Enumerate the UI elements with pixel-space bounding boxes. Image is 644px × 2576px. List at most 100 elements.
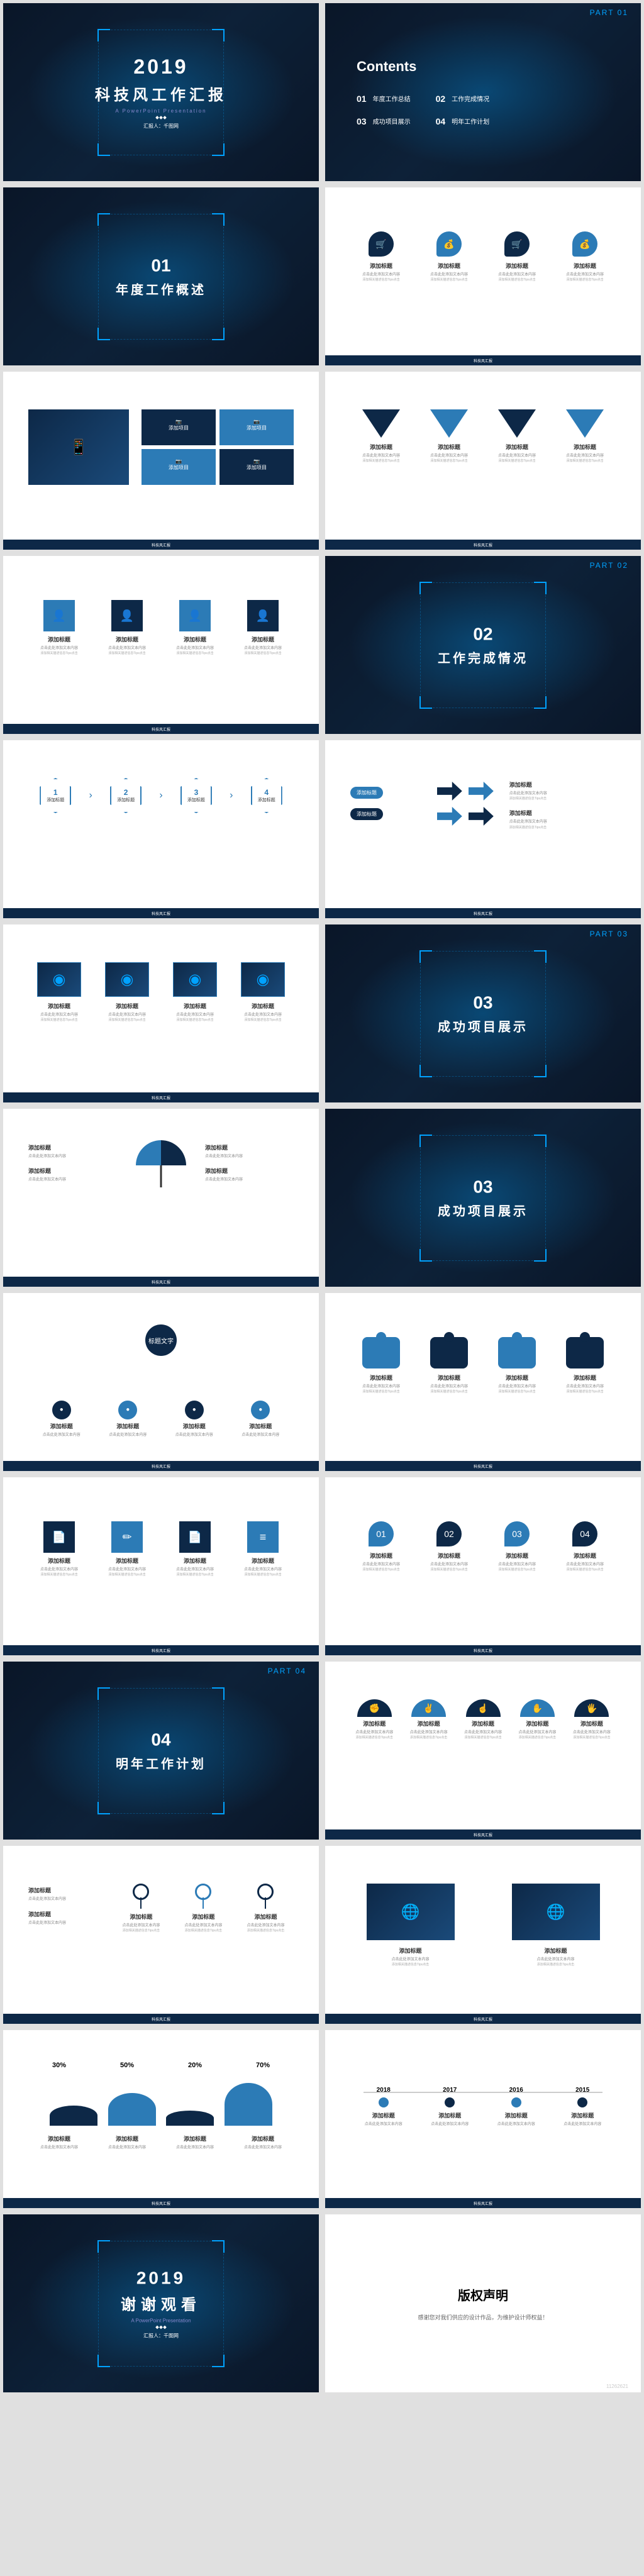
tile: 📷添加项目: [219, 409, 294, 445]
copyright-title: 版权声明: [458, 2285, 508, 2304]
section-divider: PART 04 04 明年工作计划: [3, 1662, 319, 1840]
footer: 科技风汇报: [325, 1645, 641, 1655]
cover-year: 2019: [95, 55, 227, 79]
content-item: 👤添加标题点击此处添加文本内容添加相关描述信息Tips点击: [164, 600, 226, 655]
content-item: 添加标题点击此处添加文本内容添加相关描述信息Tips点击: [350, 1337, 412, 1394]
pct-label: 50%: [96, 2062, 158, 2069]
tile: 📷添加项目: [219, 449, 294, 485]
content-item: 📄添加标题点击此处添加文本内容添加相关描述信息Tips点击: [164, 1521, 226, 1577]
arrow-icon: ›: [89, 790, 92, 801]
number-bubble: 04: [572, 1521, 597, 1546]
hex-item: 3添加标题: [169, 778, 224, 813]
content-item: 添加标题点击此处添加文本内容添加相关描述信息Tips点击: [350, 409, 412, 463]
tile: 📷添加项目: [142, 449, 216, 485]
arrow-icon: [469, 782, 494, 801]
content-item: 添加标题点击此处添加文本内容添加相关描述信息Tips点击: [554, 1337, 616, 1394]
hexagon-icon: 3添加标题: [180, 778, 212, 813]
content-item: 03添加标题点击此处添加文本内容添加相关描述信息Tips点击: [486, 1521, 548, 1572]
triangle-icon: [498, 409, 536, 438]
content-item: 👤添加标题点击此处添加文本内容添加相关描述信息Tips点击: [28, 600, 90, 655]
pct-label: 30%: [28, 2062, 90, 2069]
tree-leaf: ●添加标题点击此处添加文本内容: [28, 1401, 95, 1438]
part-label: PART 02: [590, 561, 628, 570]
footer: 科技风汇报: [3, 1092, 319, 1102]
footer: 科技风汇报: [3, 1277, 319, 1287]
section-divider: 01 年度工作概述: [3, 187, 319, 365]
timeline-item: 2015添加标题点击此处添加文本内容: [550, 2087, 616, 2127]
slide-bubbles: 🛒添加标题点击此处添加文本内容添加相关描述信息Tips点击💰添加标题点击此处添加…: [325, 187, 641, 365]
pct-label: 20%: [164, 2062, 226, 2069]
timeline-item: 2017添加标题点击此处添加文本内容: [417, 2087, 484, 2127]
slide-pin-bubbles: 01添加标题点击此处添加文本内容添加相关描述信息Tips点击02添加标题点击此处…: [325, 1477, 641, 1655]
image-placeholder: ◉: [37, 962, 81, 997]
toc-item: 01年度工作总结: [357, 94, 411, 104]
section-divider: 03 成功项目展示: [325, 1109, 641, 1287]
hexagon-icon: 4添加标题: [251, 778, 282, 813]
footer: 科技风汇报: [325, 1829, 641, 1840]
image-placeholder: ◉: [173, 962, 217, 997]
content-item: ✏添加标题点击此处添加文本内容添加相关描述信息Tips点击: [96, 1521, 158, 1577]
section-title: 年度工作概述: [116, 279, 206, 297]
square-icon: 👤: [43, 600, 75, 631]
content-item: 添加标题点击此处添加文本内容添加相关描述信息Tips点击: [418, 1337, 480, 1394]
content-item: 02添加标题点击此处添加文本内容添加相关描述信息Tips点击: [418, 1521, 480, 1572]
square-icon: 👤: [111, 600, 143, 631]
copyright-slide: 版权声明 感谢您对我们供应的设计作品，为维护设计师权益！ 11262621: [325, 2214, 641, 2392]
slide-images: ◉添加标题点击此处添加文本内容添加相关描述信息Tips点击◉添加标题点击此处添加…: [3, 924, 319, 1102]
content-item: ✋添加标题点击此处添加文本内容添加相关描述信息Tips点击: [513, 1699, 561, 1740]
content-item: ☝添加标题点击此处添加文本内容添加相关描述信息Tips点击: [459, 1699, 507, 1740]
footer: 科技风汇报: [325, 1461, 641, 1471]
content-item: 🖐添加标题点击此处添加文本内容添加相关描述信息Tips点击: [568, 1699, 616, 1740]
slide-hands: ✊添加标题点击此处添加文本内容添加相关描述信息Tips点击✌添加标题点击此处添加…: [325, 1662, 641, 1840]
square-icon: 👤: [179, 600, 211, 631]
content-item: 添加标题点击此处添加文本内容添加相关描述信息Tips点击: [113, 1884, 169, 1933]
footer: 科技风汇报: [325, 540, 641, 550]
tree-leaf: ●添加标题点击此处添加文本内容: [161, 1401, 228, 1438]
footer: 科技风汇报: [3, 1645, 319, 1655]
toc-item: 03成功项目展示: [357, 116, 411, 126]
footer: 科技风汇报: [325, 355, 641, 365]
hand-icon: ✊: [357, 1699, 392, 1717]
toc-item: 02工作完成情况: [436, 94, 490, 104]
hand-icon: ☝: [466, 1699, 501, 1717]
bubble-icon: 💰: [436, 231, 462, 257]
contents-slide: PART 01 Contents 01年度工作总结 02工作完成情况 03成功项…: [325, 3, 641, 181]
content-item: ✊添加标题点击此处添加文本内容添加相关描述信息Tips点击: [350, 1699, 398, 1740]
content-item: 添加标题点击此处添加文本内容添加相关描述信息Tips点击: [486, 409, 548, 463]
slide-image-tiles: 📱 📷添加项目📷添加项目📷添加项目📷添加项目 科技风汇报: [3, 372, 319, 550]
content-item: 🛒添加标题点击此处添加文本内容添加相关描述信息Tips点击: [486, 231, 548, 282]
footer: 科技风汇报: [325, 2198, 641, 2208]
content-item: 📄添加标题点击此处添加文本内容添加相关描述信息Tips点击: [28, 1521, 90, 1577]
content-item: 添加标题点击此处添加文本内容添加相关描述信息Tips点击: [175, 1884, 231, 1933]
triangle-icon: [566, 409, 604, 438]
cover-slide: 2019 科技风工作汇报 A PowerPoint Presentation 汇…: [3, 3, 319, 181]
watermark: 11262621: [606, 2384, 628, 2389]
toc-item: 04明年工作计划: [436, 116, 490, 126]
content-item: 01添加标题点击此处添加文本内容添加相关描述信息Tips点击: [350, 1521, 412, 1572]
cover-presenter: 汇报人：千图网: [95, 123, 227, 130]
wave-label: 添加标题点击此处添加文本内容: [164, 2132, 226, 2150]
slide-pins: 添加标题点击此处添加文本内容 添加标题点击此处添加文本内容 添加标题点击此处添加…: [3, 1846, 319, 2024]
footer: 科技风汇报: [3, 908, 319, 918]
hexagon-icon: 1添加标题: [40, 778, 71, 813]
footer: 科技风汇报: [3, 1461, 319, 1471]
slide-hexagons: 1添加标题›2添加标题›3添加标题›4添加标题 科技风汇报: [3, 740, 319, 918]
arrow-icon: [469, 807, 494, 826]
tile: 📷添加项目: [142, 409, 216, 445]
content-item: ✌添加标题点击此处添加文本内容添加相关描述信息Tips点击: [404, 1699, 452, 1740]
slide-squares: 👤添加标题点击此处添加文本内容添加相关描述信息Tips点击 👤添加标题点击此处添加…: [3, 556, 319, 734]
bubble-icon: 💰: [572, 231, 597, 257]
footer: 科技风汇报: [3, 540, 319, 550]
content-item: ≡添加标题点击此处添加文本内容添加相关描述信息Tips点击: [232, 1521, 294, 1577]
section-divider: PART 02 02 工作完成情况: [325, 556, 641, 734]
square-icon: 👤: [247, 600, 279, 631]
content-item: 💰添加标题点击此处添加文本内容添加相关描述信息Tips点击: [554, 231, 616, 282]
section-divider: PART 03 03 成功项目展示: [325, 924, 641, 1102]
footer: 科技风汇报: [3, 2198, 319, 2208]
icon-square: 📄: [179, 1521, 211, 1553]
content-item: 添加标题点击此处添加文本内容添加相关描述信息Tips点击: [486, 1337, 548, 1394]
wave-label: 添加标题点击此处添加文本内容: [28, 2132, 90, 2150]
timeline-item: 2018添加标题点击此处添加文本内容: [350, 2087, 417, 2127]
hex-item: 2添加标题: [99, 778, 153, 813]
pct-label: 70%: [232, 2062, 294, 2069]
